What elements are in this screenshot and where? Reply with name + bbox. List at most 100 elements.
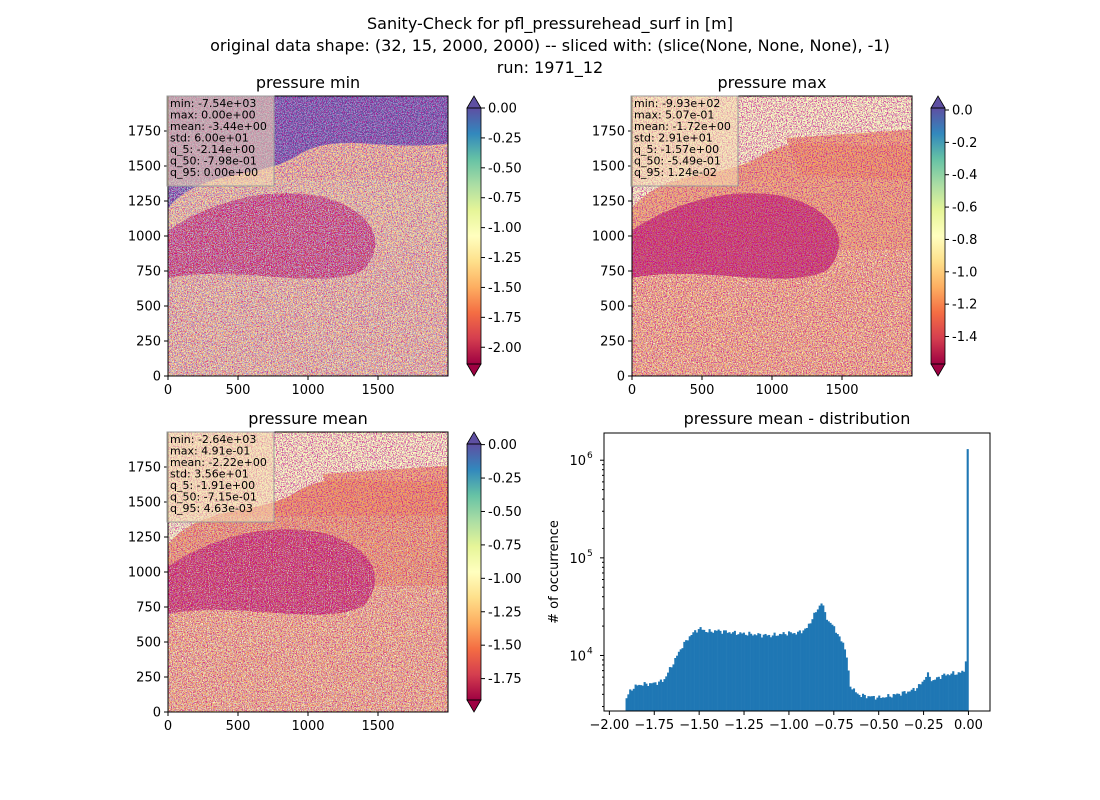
histogram-bar xyxy=(870,696,874,711)
histogram-bar xyxy=(899,695,902,711)
histogram-bar xyxy=(948,675,951,711)
histogram-bar xyxy=(852,688,856,711)
stats-line: q_50: -5.49e-01 xyxy=(634,155,721,168)
colorbar-tick-label: -1.00 xyxy=(488,572,522,587)
histogram-bar xyxy=(652,682,655,711)
y-tick-label: 1000 xyxy=(128,230,161,245)
histogram-bar xyxy=(735,634,738,711)
histogram-bar xyxy=(912,687,915,711)
x-tick-label: −1.25 xyxy=(724,718,764,733)
x-tick-label: 1000 xyxy=(291,719,324,734)
stats-line: q_5: -1.91e+00 xyxy=(170,479,255,492)
colorbar-tick-label: -0.75 xyxy=(488,538,522,553)
histogram-bar xyxy=(802,630,805,711)
histogram-bar xyxy=(786,635,789,711)
histogram-bar xyxy=(845,657,848,711)
histogram-bar xyxy=(827,621,830,711)
histogram-bar xyxy=(804,628,807,711)
stats-line: mean: -1.72e+00 xyxy=(634,120,731,133)
y-axis-ticks: 0 250 500 750 1000 1250 1500 1750 xyxy=(592,125,632,385)
colorbar-tick-label: -0.75 xyxy=(488,191,522,206)
y-tick-label: 250 xyxy=(136,671,161,686)
y-axis-ticks: 0 250 500 750 1000 1250 1500 1750 xyxy=(128,461,168,721)
figure-title-line-3: run: 1971_12 xyxy=(497,58,603,78)
colorbar-tick-label: -1.50 xyxy=(488,281,522,296)
colorbar-tick-label: -1.75 xyxy=(488,311,522,326)
histogram-bar xyxy=(896,693,899,711)
histogram-bar xyxy=(901,691,904,711)
histogram-bar xyxy=(672,664,675,711)
x-tick-label: 0 xyxy=(628,383,636,398)
panel-title: pressure max xyxy=(717,73,826,92)
panel-title: pressure min xyxy=(256,73,360,92)
colorbar-tick-label: 0.00 xyxy=(488,438,517,453)
y-tick-label: 500 xyxy=(600,300,625,315)
histogram-bar xyxy=(647,686,650,711)
colorbar-tick-label: -1.00 xyxy=(488,221,522,236)
histogram-axes-frame xyxy=(603,432,991,712)
histogram-bar xyxy=(932,680,935,711)
x-tick-label: 500 xyxy=(226,719,251,734)
y-tick-label: 1500 xyxy=(128,496,161,511)
histogram-bar xyxy=(943,673,946,711)
colorbar-extend-top xyxy=(466,431,482,445)
histogram-bar xyxy=(639,685,643,711)
heatmap-image xyxy=(167,431,449,713)
histogram-bar xyxy=(771,635,774,711)
y-tick-label: 500 xyxy=(136,636,161,651)
histogram-bar xyxy=(865,698,868,711)
map-layers xyxy=(168,432,448,712)
y-tick-label-mantissa: 10 xyxy=(569,552,586,567)
figure-title-line-2: original data shape: (32, 15, 2000, 2000… xyxy=(210,36,890,55)
histogram-bar xyxy=(824,612,827,711)
colorbar-tick-label: -0.8 xyxy=(952,233,977,248)
histogram-bar xyxy=(780,634,783,711)
figure-title-line-1: Sanity-Check for pfl_pressurehead_surf i… xyxy=(367,14,733,34)
histogram-bar xyxy=(856,693,859,711)
x-tick-label: −0.75 xyxy=(814,718,854,733)
stats-line: min: -7.54e+03 xyxy=(170,97,256,110)
histogram-bar xyxy=(825,619,828,711)
y-tick-label-exponent: 6 xyxy=(587,451,593,461)
y-tick-label: 1500 xyxy=(128,160,161,175)
stats-line: min: -9.93e+02 xyxy=(634,97,720,110)
y-tick-label-exponent: 4 xyxy=(587,646,593,656)
y-tick-label: 250 xyxy=(600,335,625,350)
stats-box-background xyxy=(630,95,739,187)
histogram-bar xyxy=(751,635,754,711)
colorbar-tick-label: -1.25 xyxy=(488,251,522,266)
histogram-bar xyxy=(739,632,742,711)
histogram-bar xyxy=(798,630,801,711)
histogram-bar xyxy=(872,695,875,711)
histogram-bar xyxy=(889,696,892,711)
histogram-bar xyxy=(789,632,792,711)
histogram-bar xyxy=(656,684,659,711)
histogram-bar xyxy=(809,623,812,711)
histogram-bar xyxy=(737,634,740,711)
histogram-bar xyxy=(762,634,765,711)
histogram-bar xyxy=(667,672,670,711)
histogram-bar xyxy=(661,681,664,711)
histogram-bar xyxy=(703,629,706,711)
histogram-bar xyxy=(935,677,939,711)
histogram-bar xyxy=(695,632,699,711)
histogram-bar xyxy=(697,629,700,711)
y-tick-label: 1250 xyxy=(128,195,161,210)
histogram-bar xyxy=(939,678,942,711)
histogram-bar xyxy=(701,629,704,711)
y-tick-label-mantissa: 10 xyxy=(569,454,586,469)
y-tick-label-mantissa: 10 xyxy=(569,649,586,664)
histogram-bar xyxy=(863,694,866,711)
colorbar: 0.0 -0.2 -0.4 -0.6 -0.8 -1.0 -1.2 -1.4 xyxy=(930,95,977,377)
histogram-bar xyxy=(952,671,955,711)
histogram-bar xyxy=(768,634,771,711)
histogram-bar xyxy=(634,684,637,711)
x-tick-label: 1000 xyxy=(291,383,324,398)
histogram-bar xyxy=(665,676,668,711)
y-tick-label: 0 xyxy=(617,370,625,385)
y-tick-label: 1750 xyxy=(128,125,161,140)
colorbar-tick-label: -1.75 xyxy=(488,672,522,687)
histogram-bar xyxy=(676,655,679,711)
y-tick-label: 750 xyxy=(600,265,625,280)
